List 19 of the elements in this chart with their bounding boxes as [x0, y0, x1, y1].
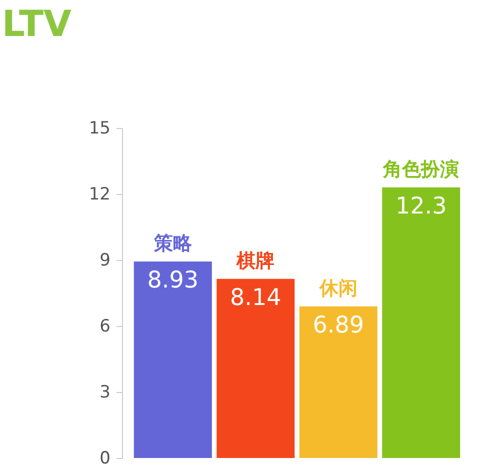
x-tick-label: 策略: [152, 232, 193, 255]
data-label: 12.3: [396, 193, 447, 220]
bar: [299, 306, 378, 458]
y-tick-label: 9: [100, 250, 110, 270]
y-tick-label: 15: [88, 118, 110, 138]
bar: [134, 262, 212, 458]
data-label: 8.93: [147, 268, 198, 294]
y-tick-label: 12: [88, 184, 110, 204]
y-tick-label: 3: [100, 382, 110, 402]
x-tick-label: 休闲: [318, 277, 358, 300]
chart-title: LTV: [2, 4, 72, 45]
y-tick-label: 6: [100, 316, 110, 336]
bar: [216, 278, 295, 458]
x-tick-label: 角色扮演: [382, 158, 460, 180]
y-tick-label: 0: [100, 448, 110, 468]
data-label: 8.14: [230, 284, 282, 311]
bar: [382, 187, 460, 458]
data-label: 6.89: [312, 312, 364, 338]
x-tick-label: 棋牌: [236, 250, 275, 272]
